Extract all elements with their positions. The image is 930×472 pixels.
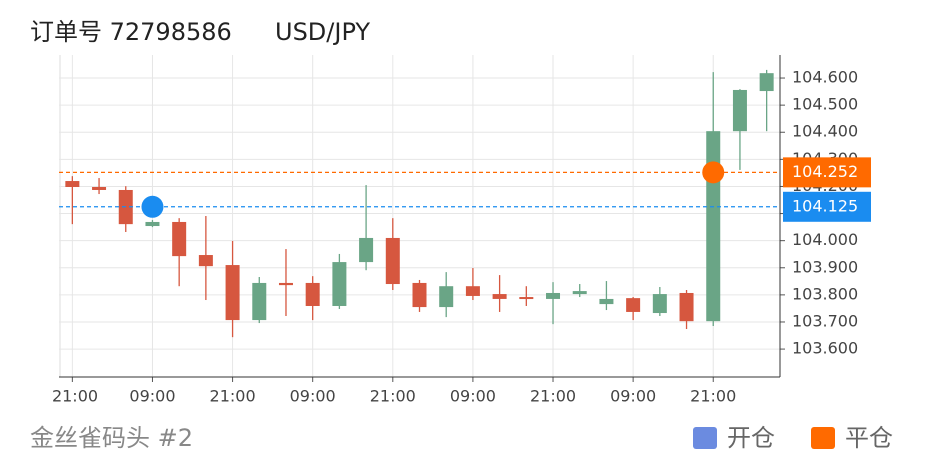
candle-body [572, 291, 587, 295]
y-tick-label: 104.000 [792, 230, 858, 249]
marker-dot [702, 161, 725, 184]
candle-body [626, 298, 641, 312]
candle-body [145, 221, 160, 227]
y-tick-label: 103.800 [792, 284, 858, 303]
y-tick-label: 103.600 [792, 339, 858, 358]
y-tick-label: 104.500 [792, 95, 858, 114]
candle-body [465, 286, 480, 296]
candle-body [492, 294, 507, 299]
x-tick-label: 21:00 [370, 387, 416, 406]
legend-label: 平仓 [845, 424, 893, 452]
candle-body [65, 181, 80, 187]
symbol: USD/JPY [275, 18, 370, 46]
marker-label-box [783, 157, 871, 188]
candle-body [439, 286, 454, 308]
candle-body [92, 186, 107, 190]
x-tick-label: 21:00 [690, 387, 736, 406]
candle-body [278, 282, 293, 286]
legend-label: 开仓 [727, 424, 775, 452]
candle-body [385, 237, 400, 285]
marker-label: 104.252 [792, 162, 858, 181]
candle-body [332, 262, 347, 306]
x-tick-label: 21:00 [210, 387, 256, 406]
y-tick-label: 103.900 [792, 257, 858, 276]
candle-body [198, 255, 213, 267]
marker-label-box [783, 191, 871, 222]
y-tick-label: 104.400 [792, 122, 858, 141]
candle-body [679, 292, 694, 322]
y-tick-label: 103.700 [792, 311, 858, 330]
candle-body [519, 297, 534, 300]
candle-body [305, 282, 320, 306]
candle-body [599, 298, 614, 305]
legend-swatch [811, 427, 835, 449]
candle-body [359, 237, 374, 263]
x-tick-label: 09:00 [610, 387, 656, 406]
x-tick-label: 09:00 [129, 387, 175, 406]
candle-body [732, 89, 747, 132]
chart-title: 订单号 72798586 [30, 18, 232, 46]
marker-dot [141, 195, 164, 218]
candle-body [412, 282, 427, 308]
candle-body [706, 131, 721, 322]
marker-label: 104.125 [792, 196, 858, 215]
x-tick-label: 21:00 [52, 387, 98, 406]
legend-swatch [693, 427, 717, 449]
x-tick-label: 09:00 [290, 387, 336, 406]
candle-body [652, 294, 667, 314]
candle-body [225, 265, 240, 321]
footer: 金丝雀码头 #2 [30, 424, 193, 452]
x-tick-label: 09:00 [450, 387, 496, 406]
candle-body [546, 292, 561, 299]
y-tick-label: 104.600 [792, 68, 858, 87]
candle-body [172, 221, 187, 257]
candle-body [252, 282, 267, 321]
candle-body [759, 73, 774, 92]
x-tick-label: 21:00 [530, 387, 576, 406]
